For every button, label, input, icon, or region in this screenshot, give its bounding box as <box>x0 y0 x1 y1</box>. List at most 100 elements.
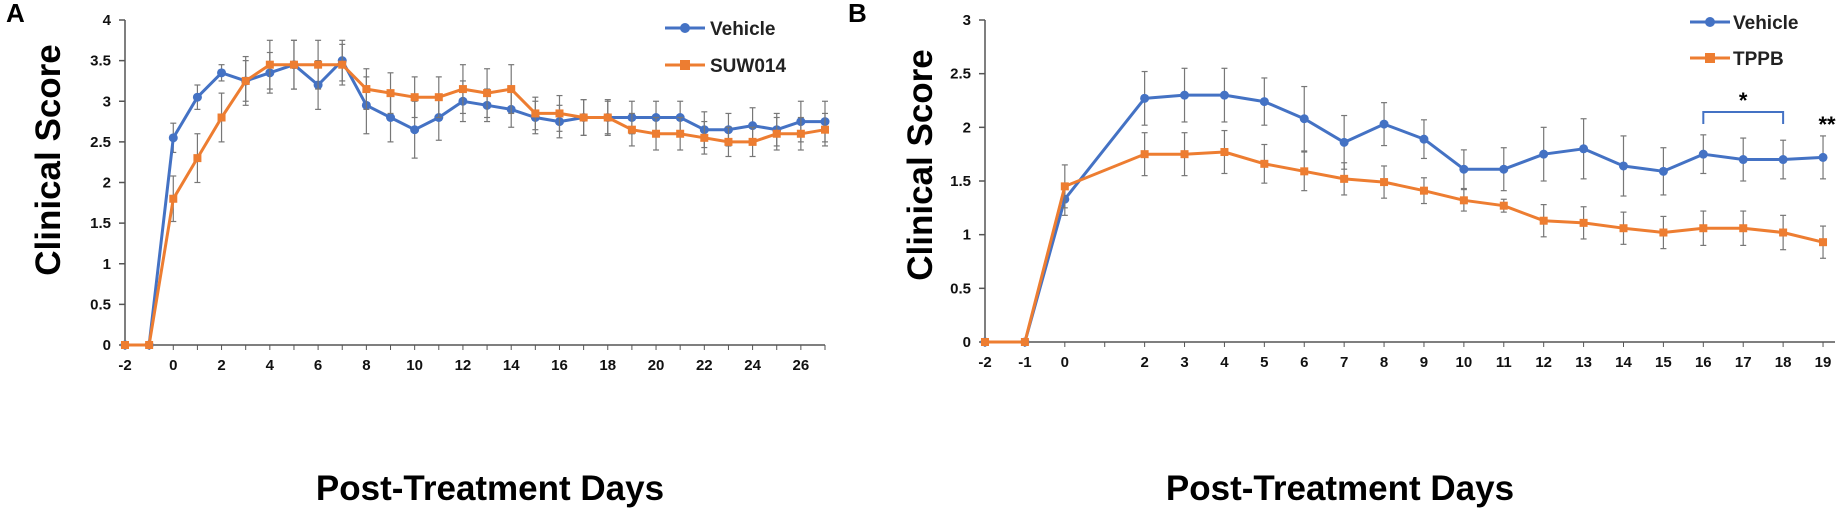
data-point-suw014 <box>145 341 154 349</box>
data-point-tppb <box>1499 201 1508 210</box>
data-point-suw014 <box>169 194 178 203</box>
y-tick-label: 3 <box>103 93 111 110</box>
x-tick-label: 8 <box>1380 354 1388 371</box>
y-tick-label: 2.5 <box>950 66 971 83</box>
data-point-tppb <box>1619 224 1628 233</box>
x-tick-label: 3 <box>1180 354 1188 371</box>
data-point-suw014 <box>579 113 588 122</box>
y-tick-label: 2.5 <box>90 134 111 151</box>
data-point-suw014 <box>627 125 636 134</box>
x-tick-label: 26 <box>793 357 810 374</box>
panel-a-axes: 00.511.522.533.54-2 0 2 4 6 8 10 12 14 16 18 20 22 24… <box>90 12 826 374</box>
data-point-tppb <box>1659 228 1668 237</box>
data-point-tppb <box>1739 224 1748 233</box>
data-point-vehicle <box>1339 137 1349 147</box>
data-point-vehicle <box>1140 93 1150 103</box>
data-point-vehicle <box>1778 155 1788 165</box>
panel-a-letter: A <box>6 0 25 28</box>
data-point-suw014 <box>603 113 612 122</box>
data-point-tppb <box>1180 150 1189 159</box>
data-point-vehicle <box>1180 90 1190 100</box>
data-point-suw014 <box>724 137 733 146</box>
x-tick-label: 0 <box>1061 354 1069 371</box>
y-tick-label: 3.5 <box>90 53 111 70</box>
y-tick-label: 1.5 <box>950 173 971 190</box>
data-point-suw014 <box>531 109 540 118</box>
x-tick-label: 18 <box>1775 354 1792 371</box>
data-point-tppb <box>1260 159 1269 168</box>
data-point-suw014 <box>652 129 661 138</box>
data-point-vehicle <box>1419 134 1429 144</box>
x-tick-label: 9 <box>1420 354 1428 371</box>
data-point-suw014 <box>289 60 298 69</box>
x-tick-label: 0 <box>169 357 177 374</box>
legend-vehicle-label: Vehicle <box>710 19 776 40</box>
data-point-vehicle <box>1259 97 1269 107</box>
data-point-tppb <box>1060 182 1069 191</box>
data-point-vehicle <box>1738 155 1748 165</box>
data-point-vehicle <box>1219 90 1229 100</box>
x-tick-label: 20 <box>648 357 665 374</box>
panel-b-legend: Vehicle TPPB <box>1690 13 1799 70</box>
legend-vehicle-marker <box>1705 17 1715 27</box>
y-tick-label: 1 <box>963 227 971 244</box>
x-tick-label: -1 <box>1018 354 1031 371</box>
y-tick-label: 0.5 <box>950 280 971 297</box>
panel-b: B 0 0.5 1 1.5 2 2.5 3 -2 -1 0 2 3 4 5 6 7 8 9 10 11 12 13 14 15… <box>848 0 1836 508</box>
panel-a: A 00.511.522.533.54-2 0 2 4 6 8 10 12 14 16 18 20 22… <box>6 0 830 508</box>
data-point-vehicle <box>217 68 227 78</box>
data-point-vehicle <box>1539 149 1549 159</box>
data-point-suw014 <box>821 125 829 134</box>
data-point-tppb <box>1020 338 1029 346</box>
y-tick-label: 2 <box>103 175 111 192</box>
data-point-vehicle <box>1499 164 1509 174</box>
data-point-suw014 <box>796 129 805 138</box>
series-line-suw014 <box>125 63 826 347</box>
legend-vehicle-label: Vehicle <box>1733 13 1799 34</box>
series-line-tppb <box>985 150 1824 344</box>
data-point-vehicle <box>1379 119 1389 129</box>
data-point-tppb <box>981 338 989 346</box>
x-tick-label: 2 <box>217 357 225 374</box>
data-point-suw014 <box>217 113 226 122</box>
data-point-vehicle <box>192 92 202 102</box>
panel-b-axes: 0 0.5 1 1.5 2 2.5 3 -2 -1 0 2 3 4 5 6 7 8 9 10 11 12 13 14 15 16… <box>950 12 1835 371</box>
x-tick-label: 14 <box>1615 354 1632 371</box>
data-point-tppb <box>1419 186 1428 195</box>
data-point-tppb <box>1539 216 1548 225</box>
data-point-tppb <box>1459 196 1468 205</box>
data-point-suw014 <box>507 85 516 94</box>
data-point-suw014 <box>555 109 564 118</box>
data-point-suw014 <box>121 341 129 349</box>
panel-b-significance: * ** <box>1702 88 1836 137</box>
x-tick-label: 10 <box>406 357 423 374</box>
data-point-vehicle <box>1818 152 1828 162</box>
data-point-suw014 <box>410 93 419 102</box>
data-point-suw014 <box>362 85 371 94</box>
x-tick-label: 16 <box>551 357 568 374</box>
x-tick-label: 6 <box>1300 354 1308 371</box>
x-tick-label: 13 <box>1575 354 1592 371</box>
data-point-tppb <box>1779 228 1788 237</box>
panel-a-marks <box>120 39 830 350</box>
y-tick-label: 4 <box>103 12 112 29</box>
x-tick-label: 6 <box>314 357 322 374</box>
legend-suw014-label: SUW014 <box>710 56 786 77</box>
legend-tppb-label: TPPB <box>1733 49 1784 70</box>
data-point-suw014 <box>338 60 347 69</box>
data-point-vehicle <box>1579 144 1589 154</box>
x-tick-label: 19 <box>1815 354 1832 371</box>
panel-b-letter: B <box>848 0 867 28</box>
x-tick-label: 17 <box>1735 354 1752 371</box>
data-point-suw014 <box>458 85 467 94</box>
panel-a-legend: Vehicle SUW014 <box>665 19 786 77</box>
panel-a-y-axis-title: Clinical Score <box>29 44 68 275</box>
y-tick-label: 2 <box>963 119 971 136</box>
data-point-suw014 <box>676 129 685 138</box>
data-point-suw014 <box>700 133 709 142</box>
x-tick-label: 22 <box>696 357 713 374</box>
data-point-suw014 <box>241 76 250 85</box>
x-tick-label: 7 <box>1340 354 1348 371</box>
data-point-vehicle <box>1299 114 1309 124</box>
